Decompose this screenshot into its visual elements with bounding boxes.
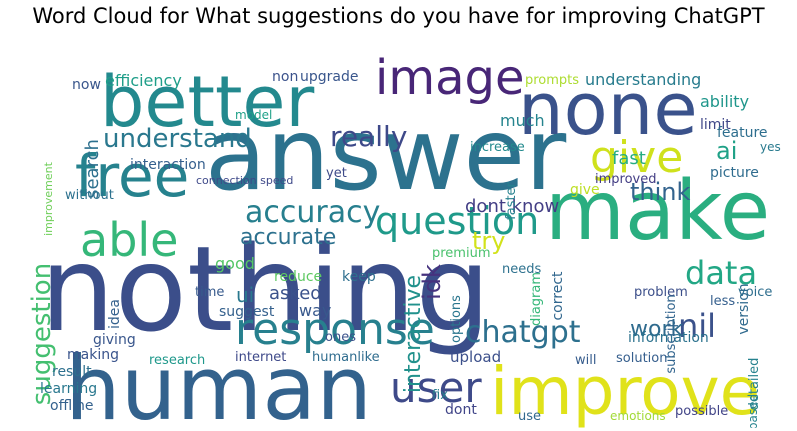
word-work: work [630,317,683,342]
word-nil: nil [678,307,716,345]
word-use: use [518,409,541,424]
word-make: make [545,164,770,259]
word-data: data [685,254,757,292]
word-research: research [149,353,205,368]
word-correct: correct [550,271,566,321]
word-think: think [630,178,691,206]
word-try: try [472,227,505,255]
word-accuracy: accuracy [245,195,380,230]
word-yet: yet [326,166,347,181]
word-premium: premium [432,246,491,261]
word-improved: improved [595,172,656,187]
word-able: able [80,213,178,267]
word-upload: upload [450,348,501,366]
word-emotions: emotions [610,409,666,423]
word-time: time [195,285,224,300]
word-model: model [235,108,272,122]
word-now: now [72,77,101,93]
word-response: response [235,304,435,355]
word-suggest: suggest [219,304,275,320]
word-chatgpt: chatgpt [465,315,581,350]
word-increase: increase [470,140,525,155]
word-less: less [710,294,735,309]
word-possible: possible [675,404,728,419]
word-much: much [500,111,545,130]
word-detailed: detailed [747,358,762,411]
word-ui: ui [236,283,254,307]
word-way: way [299,301,331,320]
word-making: making [67,347,119,363]
word-faster: faster [504,181,519,219]
word-result: result [52,364,92,380]
word-interaction: interaction [130,157,206,173]
word-fix: fix [432,388,448,403]
word-solution: solution [616,351,667,366]
word-understanding: understanding [585,70,701,89]
word-offline: offline [50,398,93,414]
word-ones: ones [325,330,356,345]
word-idk: idk [418,264,446,300]
word-based: based [746,394,760,428]
word-better: better [100,61,314,143]
word-connection-speed: connection speed [196,174,293,187]
word-question: question [375,199,539,243]
word-ability: ability [700,92,749,111]
word-human: human [65,337,372,428]
word-good: good [215,254,255,273]
word-interactive: interactive [401,275,426,393]
word-give: give [570,182,600,198]
word-internet: internet [235,350,286,365]
word-learning: learning [40,381,97,397]
word-none: none [518,67,698,151]
word-options: options [449,295,464,343]
word-fast: fast [612,148,646,169]
word-understand: understand [103,124,252,154]
word-free: free [75,142,189,210]
word-subscription: subscription [664,294,679,373]
word-accurate: accurate [240,225,336,250]
word-image: image [375,50,525,106]
word-picture: picture [710,165,759,181]
word-problem: problem [634,285,688,300]
word-user: user [390,363,482,412]
word-without: without [65,188,114,203]
word-feature: feature [717,125,768,141]
word-version: version [736,283,752,334]
word-improvement: improvement [42,161,55,235]
word-giving: giving [93,332,136,348]
word-upgrade: upgrade [300,69,358,85]
word-really: really [330,120,407,153]
word-ai: ai [716,137,737,165]
word-reduce: reduce [274,269,322,285]
word-dont-know: dont know [465,196,559,217]
word-diagram: diagram [529,272,544,326]
word-voice: voice [738,285,772,300]
word-asked: asked [269,283,322,304]
word-information: information [628,330,709,346]
word-efficiency: efficiency [105,71,182,90]
word-needs: needs [502,262,541,277]
word-non: non [272,69,298,85]
word-prompts: prompts [525,73,579,88]
word-nothing: nothing [40,220,491,358]
word-limit: limit [700,117,731,133]
word-idea: idea [107,299,123,329]
word-will: will [575,353,596,368]
word-answer: answer [205,96,567,213]
word-give: give [590,132,683,183]
word-suggestion: suggestion [27,263,57,405]
word-yes: yes [760,140,781,154]
chart-title: Word Cloud for What suggestions do you h… [32,4,765,28]
word-improve: improve [490,353,760,428]
word-humanlike: humanlike [312,350,380,365]
word-search: search [82,139,103,199]
word-dont: dont [445,402,477,418]
word-keep: keep [342,269,376,285]
